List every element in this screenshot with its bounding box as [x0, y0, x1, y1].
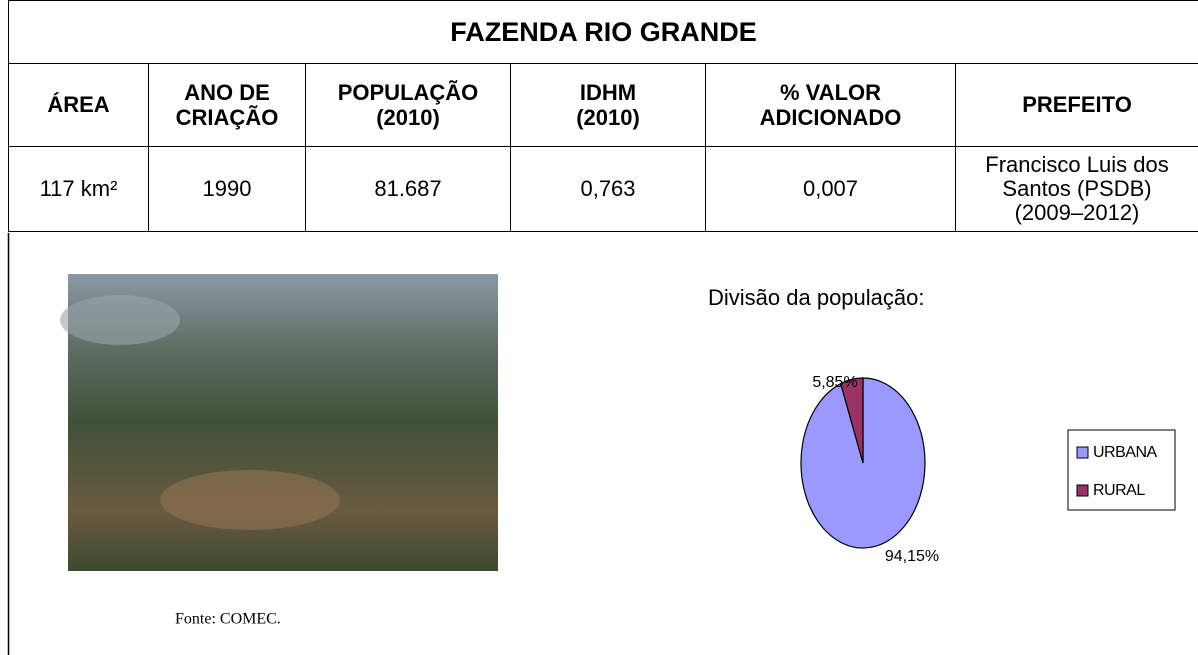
photo-detail — [160, 470, 340, 530]
legend-label: URBANA — [1093, 444, 1158, 461]
legend-label: RURAL — [1093, 482, 1145, 499]
legend-swatch — [1077, 447, 1088, 458]
legend-swatch — [1077, 485, 1088, 496]
page: FAZENDA RIO GRANDE ÁREAANO DE CRIAÇÃOPOP… — [0, 0, 1198, 655]
photo-detail — [60, 295, 180, 345]
lower-section: Fonte: COMEC. Divisão da população: 94,1… — [0, 0, 1198, 655]
chart-title: Divisão da população: — [708, 285, 924, 310]
data-label: 94,15% — [885, 548, 939, 565]
photo-caption: Fonte: COMEC. — [175, 611, 281, 628]
data-label: 5,85% — [812, 374, 857, 391]
